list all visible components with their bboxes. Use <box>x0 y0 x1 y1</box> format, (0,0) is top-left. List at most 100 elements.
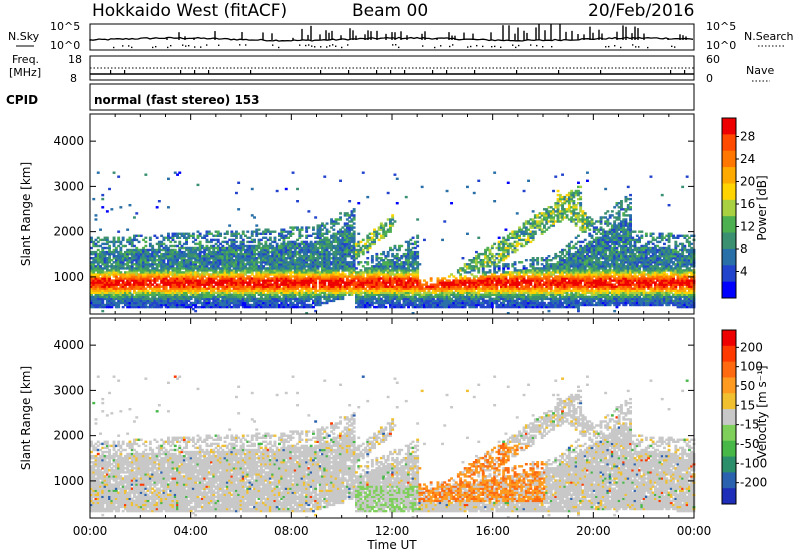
power-cell <box>114 293 118 296</box>
power-cell <box>128 240 132 244</box>
power-cell <box>148 273 152 276</box>
noise-search-dot <box>341 46 343 49</box>
power-cell <box>101 287 105 290</box>
power-cell <box>162 271 166 274</box>
power-cell <box>162 277 166 280</box>
freq-mark <box>320 70 322 74</box>
power-cell <box>135 287 139 290</box>
power-cell <box>171 289 175 292</box>
power-cell <box>101 252 105 256</box>
power-cell <box>135 248 139 252</box>
power-cell <box>130 303 134 307</box>
power-cell <box>108 273 111 276</box>
power-cell <box>416 234 420 237</box>
power-cell <box>180 295 184 299</box>
power-cell <box>130 265 134 268</box>
power-cell <box>101 271 105 274</box>
power-cell <box>187 259 191 262</box>
power-cell <box>101 303 105 307</box>
power-cell <box>103 263 107 266</box>
power-cell <box>146 275 150 278</box>
power-cell <box>108 255 111 258</box>
power-cell <box>124 273 127 276</box>
power-cell <box>105 275 109 278</box>
power-cell <box>117 261 121 264</box>
noise-search-dot <box>200 46 202 48</box>
power-cell <box>246 230 250 233</box>
power-cell <box>153 273 157 276</box>
power-cell <box>180 257 184 260</box>
power-cell <box>112 248 116 252</box>
power-cell <box>99 303 102 307</box>
power-cell <box>160 257 164 260</box>
power-cell <box>148 248 152 252</box>
power-cell <box>139 301 143 305</box>
power-cell <box>187 234 191 237</box>
power-cell <box>142 275 145 278</box>
power-cell <box>146 289 150 292</box>
power-cell <box>167 281 170 284</box>
power-cell <box>176 305 179 309</box>
power-cell <box>128 257 132 260</box>
power-cell <box>142 255 145 258</box>
noise-search-dot <box>152 46 154 49</box>
power-cell <box>185 289 188 292</box>
noise-search-dot <box>218 44 220 46</box>
power-cell <box>135 281 139 284</box>
power-cell <box>155 248 159 252</box>
power-cell <box>459 273 463 276</box>
power-cell <box>128 279 132 282</box>
power-cell <box>110 279 114 282</box>
power-cell <box>153 271 157 274</box>
power-cell <box>162 303 166 307</box>
power-cell <box>99 297 102 301</box>
power-cell <box>157 269 161 272</box>
power-cell <box>144 303 148 307</box>
power-cell <box>157 265 161 268</box>
power-cell <box>180 297 184 301</box>
power-cell <box>128 281 132 284</box>
power-cell <box>105 257 109 260</box>
power-cell <box>110 285 114 288</box>
power-cell <box>171 285 175 288</box>
power-cell <box>117 295 121 299</box>
power-cell <box>185 242 188 246</box>
power-cell <box>96 287 100 290</box>
power-cell <box>185 248 188 252</box>
power-cell <box>105 267 109 270</box>
power-cell <box>146 259 150 262</box>
power-cell <box>185 261 188 264</box>
power-cell <box>124 289 127 292</box>
power-cell <box>92 240 96 244</box>
power-cell <box>157 291 161 294</box>
power-cell <box>108 269 111 272</box>
power-cell <box>167 206 170 209</box>
power-cell <box>180 273 184 276</box>
power-cell <box>101 297 105 301</box>
power-cell <box>128 242 132 246</box>
power-cell <box>187 263 191 266</box>
power-cell <box>92 295 96 299</box>
power-cell <box>155 277 159 280</box>
power-cell <box>185 273 188 276</box>
power-cell <box>148 299 152 303</box>
power-cell <box>103 297 107 301</box>
power-cell <box>307 210 311 213</box>
power-cell <box>117 271 121 274</box>
power-cell <box>375 252 379 256</box>
power-cell <box>101 277 105 280</box>
power-cell <box>151 303 155 307</box>
power-cell <box>169 293 173 296</box>
power-cell <box>162 259 166 262</box>
power-cell <box>139 255 143 258</box>
power-cell <box>182 305 186 309</box>
power-cell <box>96 303 100 307</box>
power-cell <box>178 261 182 264</box>
power-cell <box>146 257 150 260</box>
power-cell <box>110 250 114 254</box>
power-cell <box>160 248 164 252</box>
power-cell <box>101 279 105 282</box>
power-cell <box>105 281 109 284</box>
power-cell <box>96 275 100 278</box>
power-cell <box>391 252 395 256</box>
